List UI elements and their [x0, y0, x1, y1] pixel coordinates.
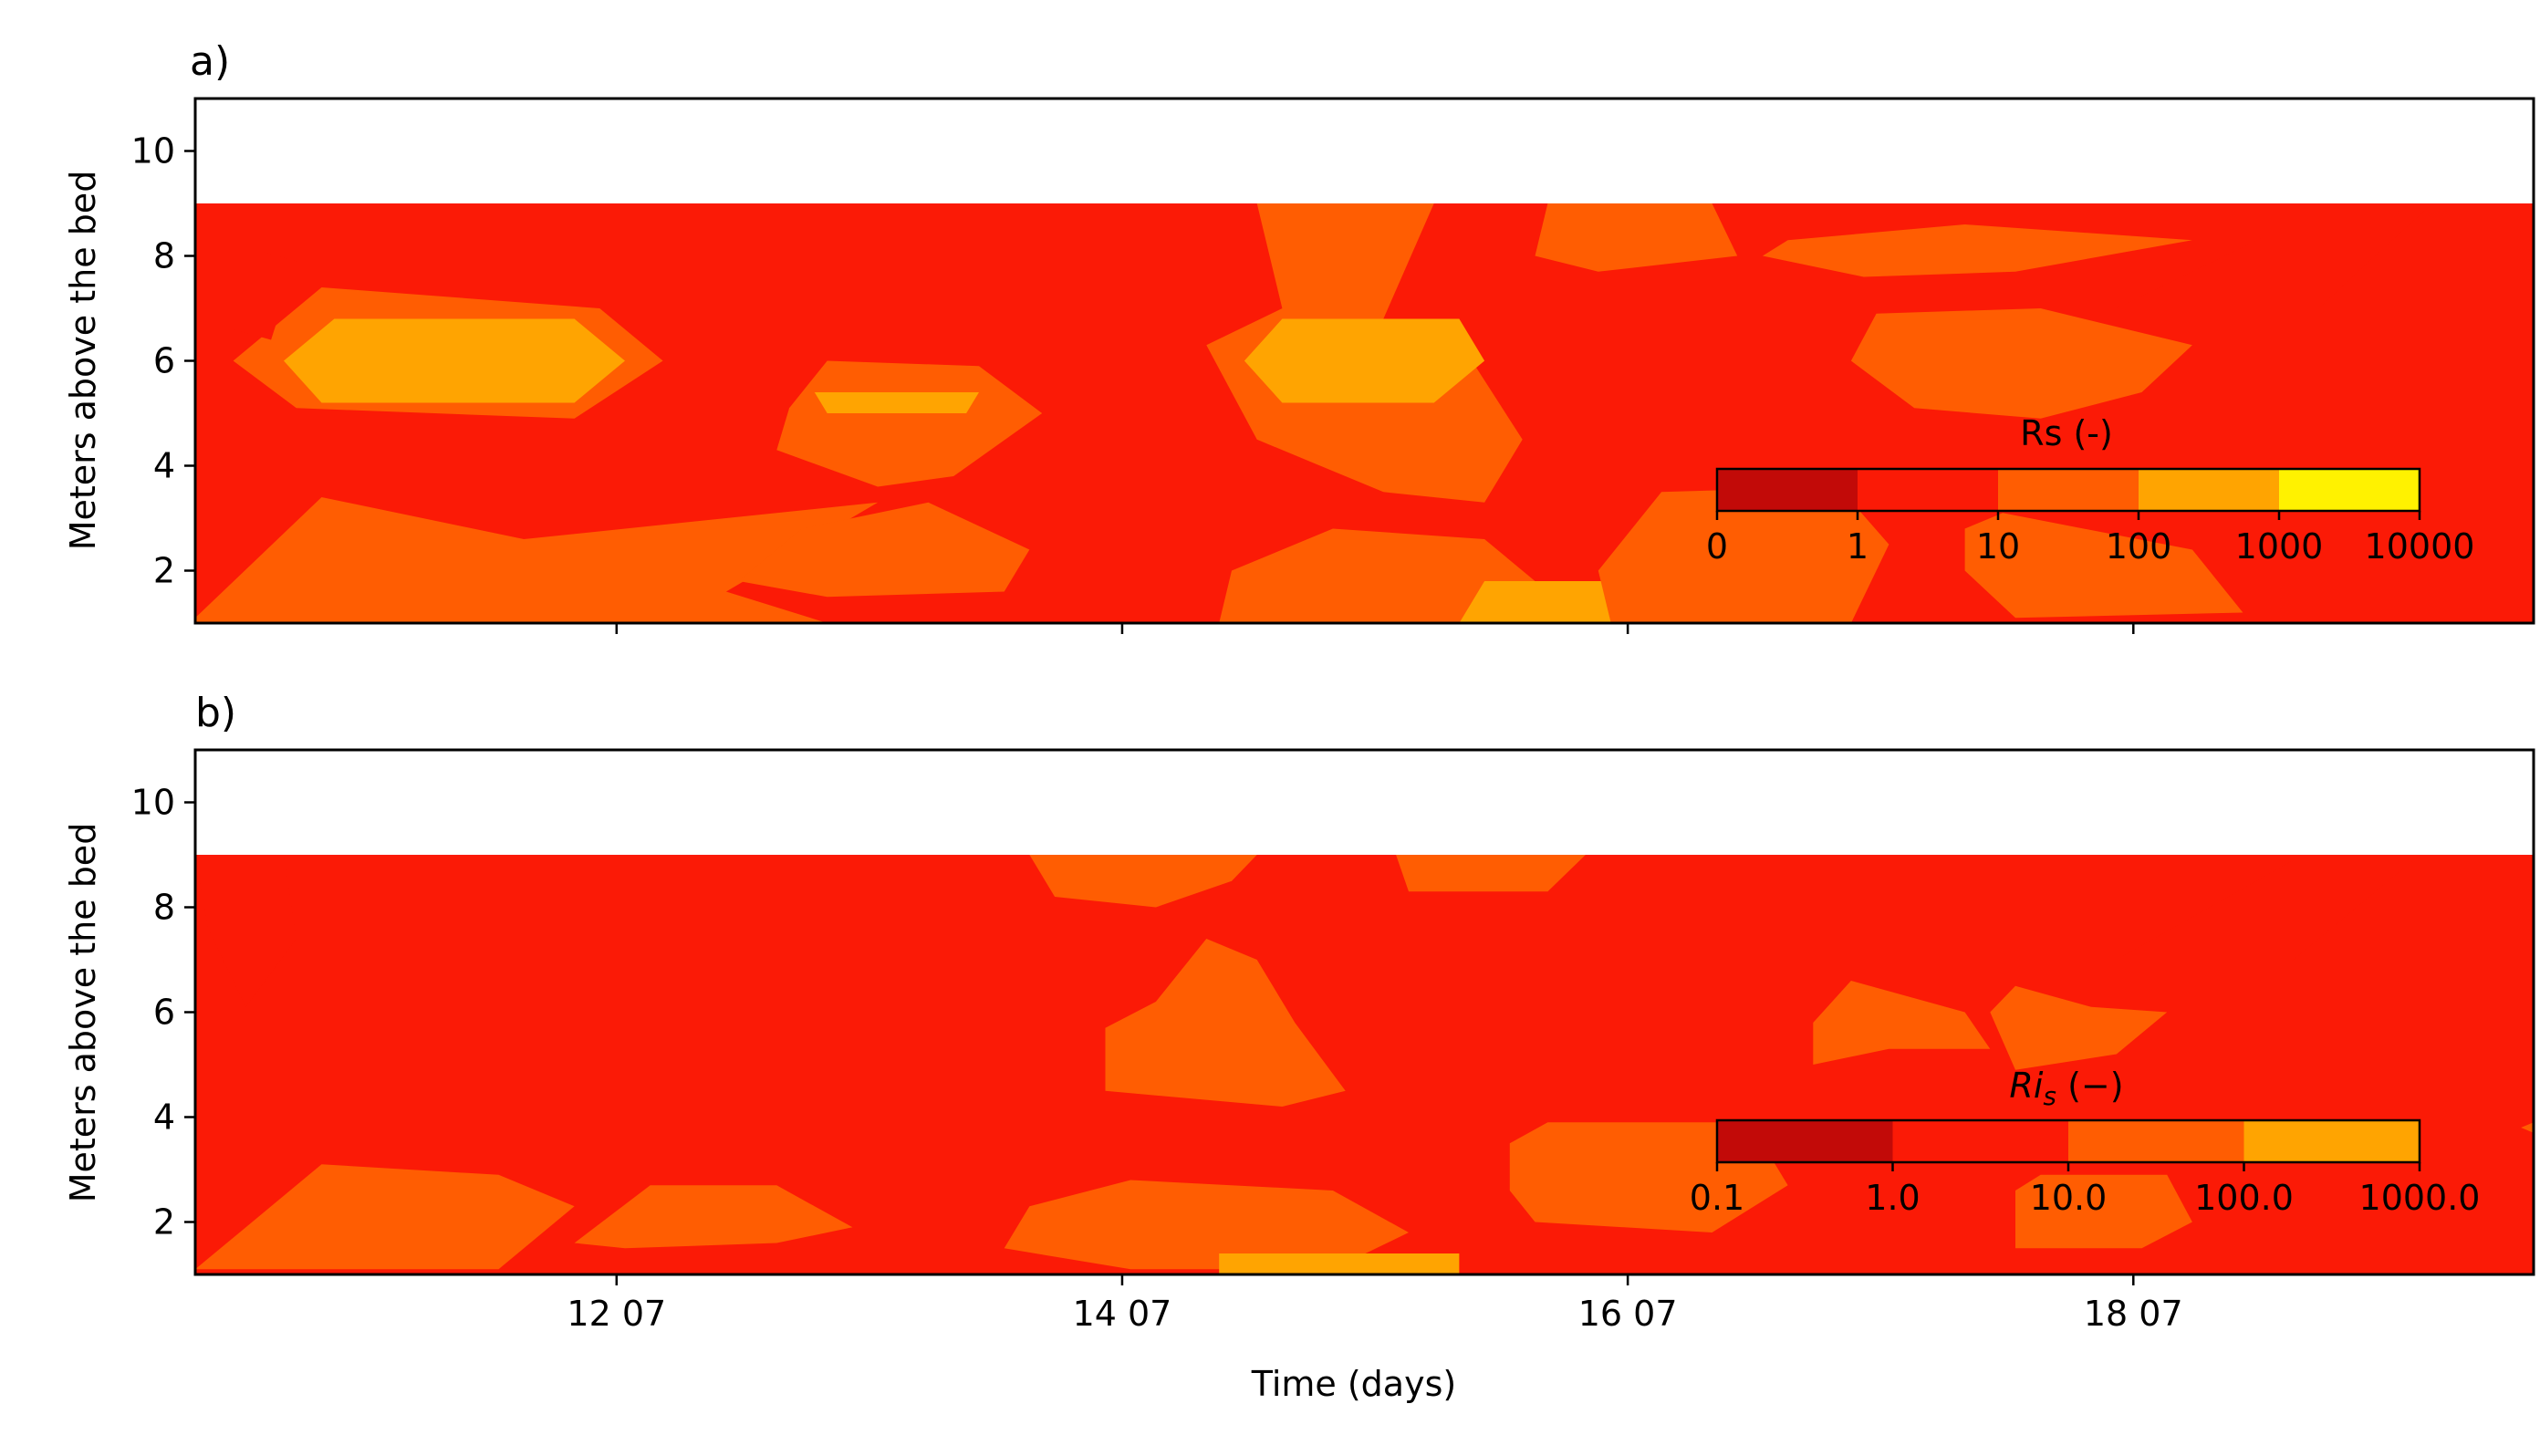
colorbar-tick-label: 100.0	[2194, 1178, 2294, 1218]
heatmap-region	[1964, 513, 2243, 619]
heatmap-region	[195, 855, 297, 1007]
y-tick-label: 8	[153, 888, 175, 928]
colorbar-tick-label: 100	[2106, 526, 2172, 567]
y-tick-label: 10	[131, 783, 175, 823]
colorbar-segments-a	[1715, 467, 2421, 513]
y-axis-label-b: Meters above the bed	[63, 823, 103, 1203]
colorbar-tick-label: 10.0	[2030, 1178, 2108, 1218]
y-tick-label: 6	[153, 341, 175, 381]
plot-area-b	[195, 855, 2534, 1274]
colorbar-segment	[2068, 1120, 2244, 1162]
y-tick-label: 8	[153, 236, 175, 276]
heatmap-region	[1990, 985, 2168, 1070]
heatmap-region	[1850, 308, 2192, 419]
heatmap-region	[1598, 486, 1889, 623]
colorbar-segments-b	[1715, 1118, 2421, 1164]
colorbar-tick-label: 1.0	[1865, 1178, 1920, 1218]
x-tick-label: 16 07	[1578, 1294, 1678, 1334]
colorbar-tick-label: 1000	[2235, 526, 2324, 567]
colorbar-title-b-sub: s	[2043, 1081, 2056, 1111]
x-tick-label: 18 07	[2084, 1294, 2183, 1334]
colorbar-tick-label: 0.1	[1690, 1178, 1744, 1218]
heatmap-region	[1535, 203, 1738, 272]
colorbar-tick-label: 10000	[2365, 526, 2475, 567]
colorbar-segment	[1717, 1120, 1893, 1162]
heatmap-region	[814, 392, 979, 413]
y-ticks-b: 2 4 6 8 10	[131, 783, 195, 1243]
y-axis-label-a: Meters above the bed	[63, 171, 103, 551]
colorbar-frame	[1715, 467, 2421, 513]
colorbar-title-b-unit: (−)	[2056, 1066, 2124, 1106]
heatmap-region	[2521, 1122, 2534, 1133]
heatmap-region	[1105, 939, 1346, 1107]
colorbar-segment	[1858, 469, 1998, 511]
colorbar-segment	[1998, 469, 2139, 511]
colorbar-segment	[2139, 469, 2279, 511]
colorbar-title-b: Ris (−)	[2009, 1066, 2123, 1111]
y-tick-label: 2	[153, 1202, 175, 1243]
x-tick-label: 12 07	[567, 1294, 666, 1334]
heatmap-region	[1813, 981, 1991, 1065]
x-tick-label: 14 07	[1073, 1294, 1172, 1334]
colorbar-segment	[2243, 1120, 2420, 1162]
y-tick-label: 4	[153, 1097, 175, 1138]
heatmap-region	[1762, 224, 2192, 277]
colorbar-ticks-b: 0.1 1.0 10.0 100.0 1000.0	[1690, 1162, 2481, 1218]
x-ticks-a	[615, 623, 2135, 634]
heatmap-region	[574, 1185, 853, 1249]
colorbar-b: Ris (−) 0.1 1.0 10.0 100.0 1000.0	[1690, 1066, 2481, 1218]
y-tick-label: 2	[153, 551, 175, 591]
panel-b: b) 2 4 6 8 10 12 07 14 07 16 07 18 07 Meters ab…	[63, 690, 2535, 1404]
heatmap-region	[1396, 855, 1586, 892]
colorbar-tick-label: 0	[1706, 526, 1728, 567]
colorbar-tick-label: 10	[1976, 526, 2020, 567]
colorbar-segment	[2279, 469, 2420, 511]
y-ticks-a: 2 4 6 8 10	[131, 131, 195, 591]
x-ticks-b: 12 07 14 07 16 07 18 07	[567, 1274, 2183, 1334]
y-tick-label: 10	[131, 131, 175, 172]
heatmap-region	[1219, 1253, 1460, 1274]
heatmap-region	[195, 1164, 575, 1270]
heatmap-region	[738, 502, 1030, 598]
heatmap-region	[1029, 855, 1257, 908]
colorbar-title-a: Rs (-)	[2020, 413, 2113, 453]
heatmap-region	[1244, 318, 1485, 403]
y-tick-label: 4	[153, 446, 175, 486]
colorbar-tick-label: 1	[1847, 526, 1869, 567]
heatmap-region	[195, 497, 879, 623]
heatmap-region	[2116, 203, 2433, 308]
panel-label-a: a)	[190, 38, 230, 85]
colorbar-segment	[1892, 1120, 2068, 1162]
colorbar-ticks-a: 0 1 10 100 1000 10000	[1706, 511, 2475, 567]
colorbar-title-b-ri: Ri	[2009, 1066, 2043, 1106]
panel-a: a) 2 4 6 8 10 Meters above the bed Rs (-) 0 1…	[63, 38, 2535, 634]
heatmap-region	[233, 250, 297, 340]
colorbar-a: Rs (-) 0 1 10 100 1000 10000	[1706, 413, 2475, 567]
panel-label-b: b)	[195, 690, 236, 736]
heatmap-region	[2116, 855, 2420, 960]
x-axis-label: Time (days)	[1251, 1364, 1456, 1404]
heatmap-region	[284, 318, 625, 403]
heatmap-region	[1004, 1180, 1409, 1270]
colorbar-segment	[1717, 469, 1858, 511]
y-tick-label: 6	[153, 993, 175, 1033]
heatmap-region	[2015, 1174, 2192, 1249]
plot-area-a	[195, 203, 2534, 623]
colorbar-tick-label: 1000.0	[2359, 1178, 2481, 1218]
heatmap-region	[1219, 528, 1535, 623]
